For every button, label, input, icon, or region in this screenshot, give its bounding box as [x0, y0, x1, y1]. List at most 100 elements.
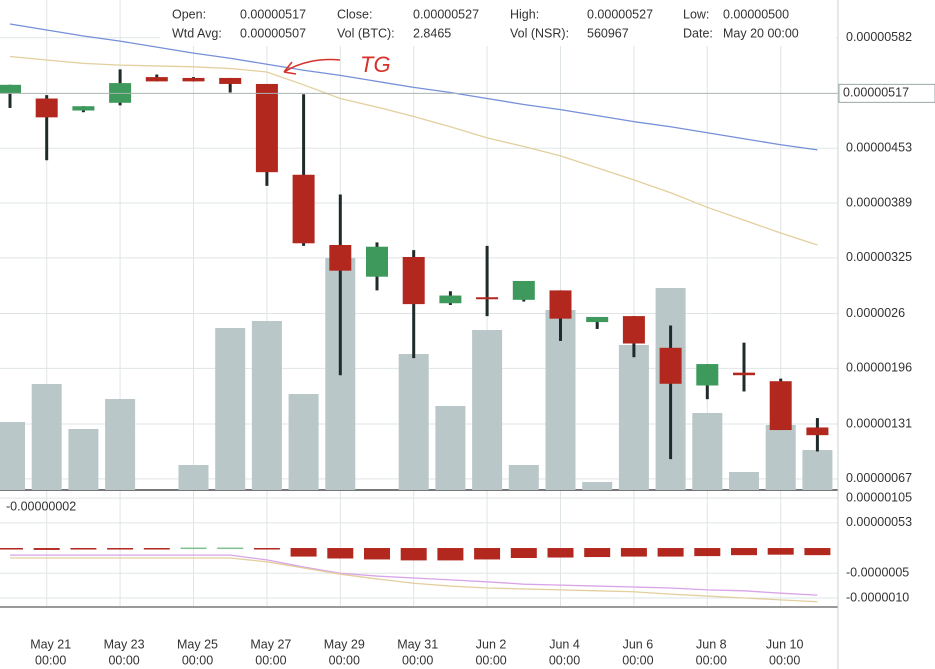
histogram-bar — [217, 547, 244, 550]
annotation-arrow — [283, 58, 341, 75]
indicator-line — [10, 557, 818, 603]
x-tick-time: 00:00 — [769, 653, 800, 667]
histogram-bar — [474, 548, 501, 560]
volume-bar — [618, 345, 649, 490]
histogram-bar — [731, 548, 757, 556]
header-value: 0.00000527 — [587, 7, 653, 21]
volume-bar — [215, 328, 246, 490]
histogram-bar — [694, 548, 721, 557]
histogram-bar — [143, 548, 170, 550]
histogram-bar — [510, 548, 537, 559]
header-label: Vol (NSR): — [510, 26, 569, 40]
x-tick-date: May 25 — [177, 637, 218, 651]
histogram-bar — [547, 548, 574, 558]
y-tick-label: -0.0000010 — [846, 590, 909, 604]
candle-body — [145, 77, 168, 82]
x-tick-date: Jun 10 — [766, 637, 804, 651]
volume-bar — [435, 406, 466, 490]
x-tick-time: 00:00 — [549, 653, 580, 667]
volume-bar — [0, 422, 25, 490]
volume-bar — [472, 330, 503, 490]
candle-body — [35, 98, 58, 118]
y-tick-label: -0.0000005 — [846, 566, 909, 580]
candle-body — [439, 295, 462, 304]
candle-body — [72, 106, 95, 111]
price-layer: TG — [0, 23, 838, 603]
y-tick-label: 0.00000325 — [846, 250, 912, 264]
histogram-bar — [33, 548, 60, 550]
header-value: 0.00000527 — [413, 7, 479, 21]
header-value: 0.00000507 — [240, 26, 306, 40]
indicator-line — [9, 23, 818, 151]
x-tick-date: Jun 6 — [623, 637, 654, 651]
x-tick-date: Jun 2 — [476, 637, 507, 651]
x-tick-date: May 23 — [104, 637, 145, 651]
candle-body — [733, 372, 755, 376]
header-value: May 20 00:00 — [723, 26, 799, 40]
histogram-bar — [107, 548, 134, 550]
x-tick-date: May 31 — [397, 637, 438, 651]
histogram-bar — [437, 548, 464, 561]
candle-body — [806, 427, 829, 436]
histogram-bar — [70, 548, 97, 550]
axis-layer: May 21 00:00 May 23 00:00 May 25 00:00 May 27 0… — [6, 0, 935, 669]
histogram-bar — [180, 547, 207, 550]
x-tick-time: 00:00 — [622, 653, 653, 667]
y-tick-label: 0.00000196 — [846, 361, 912, 375]
header-value: 2.8465 — [413, 26, 451, 40]
indicator-line — [9, 55, 818, 246]
candle-body — [402, 256, 425, 305]
candle-body — [512, 280, 535, 300]
last-price-label: 0.00000517 — [843, 86, 909, 100]
volume-bar — [398, 354, 429, 490]
x-tick-date: Jun 8 — [696, 637, 727, 651]
candle-body — [219, 77, 242, 84]
x-tick-time: 00:00 — [475, 653, 506, 667]
header-label: Date: — [683, 26, 713, 40]
header-label: Open: — [172, 7, 206, 21]
candle-body — [549, 290, 572, 319]
y-tick-label: 0.00000105 — [846, 490, 912, 504]
histogram-bar — [400, 548, 427, 561]
x-tick-time: 00:00 — [255, 653, 286, 667]
candle-body — [476, 297, 499, 300]
candle-body — [622, 316, 645, 344]
volume-bar — [692, 413, 723, 490]
y-tick-label: 0.00000067 — [846, 471, 912, 485]
header-label: High: — [510, 7, 539, 21]
volume-bar — [582, 482, 613, 490]
candle-body — [696, 364, 719, 386]
x-tick-time: 00:00 — [329, 653, 360, 667]
indicator-line — [10, 554, 818, 596]
candle-body — [329, 245, 352, 271]
y-tick-label: 0.00000053 — [846, 515, 912, 529]
volume-bar — [508, 465, 539, 490]
x-tick-date: Jun 4 — [549, 637, 580, 651]
y-tick-label: 0.00000389 — [846, 195, 912, 209]
y-tick-label: 0.00000453 — [846, 140, 912, 154]
volume-bar — [105, 399, 136, 490]
candle-body — [366, 246, 388, 277]
volume-bar — [729, 472, 759, 490]
indicator-readout: -0.00000002 — [6, 499, 76, 513]
histogram-bar — [657, 548, 684, 557]
x-tick-date: May 21 — [30, 637, 71, 651]
histogram-bar — [253, 548, 280, 550]
volume-bar — [31, 384, 62, 490]
x-tick-time: 00:00 — [402, 653, 433, 667]
header-value: 560967 — [587, 26, 629, 40]
histogram-bar — [804, 548, 831, 556]
x-tick-time: 00:00 — [182, 653, 213, 667]
x-tick-time: 00:00 — [35, 653, 66, 667]
annotation-text: TG — [360, 52, 391, 77]
y-tick-label: 0.0000026 — [846, 306, 905, 320]
histogram-bar — [364, 548, 390, 560]
header-label: Vol (BTC): — [337, 26, 395, 40]
x-tick-time: 00:00 — [696, 653, 727, 667]
last-price-box — [838, 83, 935, 103]
volume-bar — [765, 425, 796, 490]
y-tick-label: 0.00000131 — [846, 416, 912, 430]
histogram-bar — [0, 548, 23, 550]
header-box — [160, 0, 836, 46]
volume-bar — [802, 450, 833, 490]
